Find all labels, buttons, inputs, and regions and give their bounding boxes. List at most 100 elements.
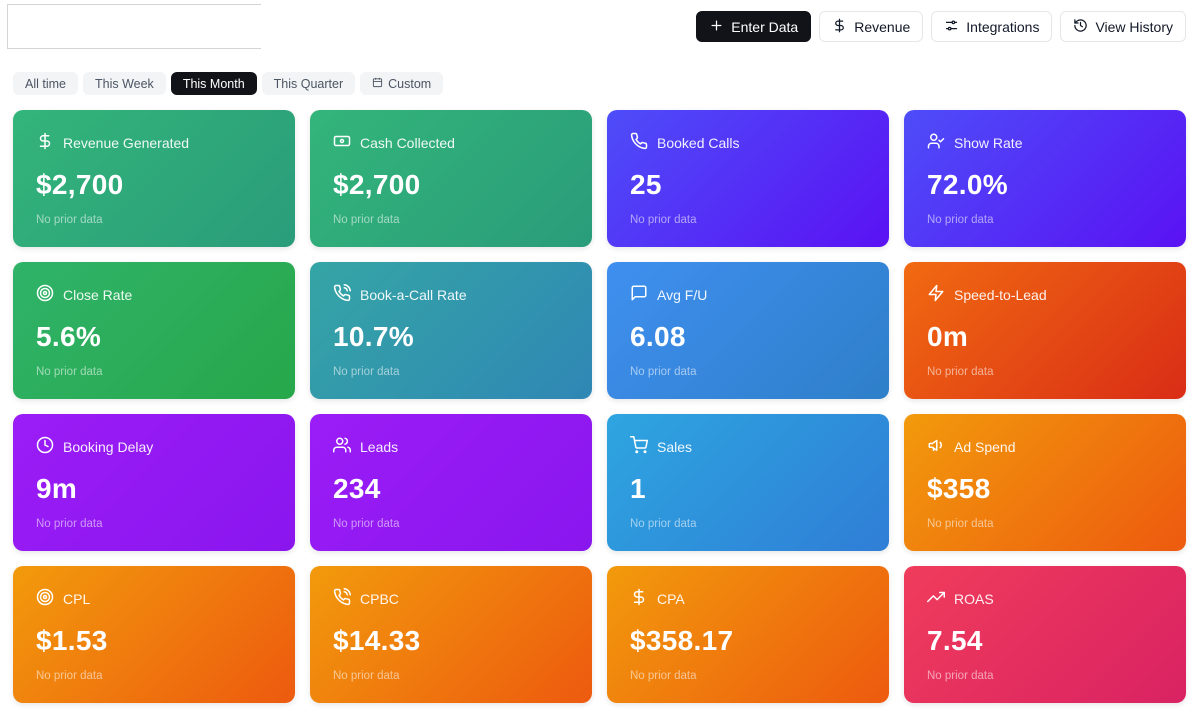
metric-value: 9m bbox=[36, 473, 78, 504]
metric-label: Book-a-Call Rate bbox=[360, 287, 467, 303]
sliders-icon bbox=[944, 18, 959, 36]
revenue-button[interactable]: Revenue bbox=[819, 11, 924, 42]
metrics-grid: Revenue Generated $2,700 No prior data C… bbox=[13, 110, 1186, 703]
metric-value: $14.33 bbox=[333, 625, 421, 656]
metric-label: Show Rate bbox=[954, 135, 1023, 151]
banknote-icon bbox=[333, 132, 351, 155]
metric-label: Ad Spend bbox=[954, 439, 1016, 455]
clock-icon bbox=[36, 436, 54, 459]
metric-comparison: No prior data bbox=[36, 670, 103, 682]
enter-data-button[interactable]: Enter Data bbox=[696, 11, 812, 42]
metric-label: CPBC bbox=[360, 591, 399, 607]
metric-label: Booking Delay bbox=[63, 439, 154, 455]
search-input[interactable] bbox=[7, 4, 261, 49]
dollar-icon bbox=[832, 18, 847, 36]
calendar-icon bbox=[372, 77, 383, 91]
phone-call-icon bbox=[333, 587, 351, 611]
date-range-filters: All time This Week This Month This Quart… bbox=[13, 72, 444, 95]
integrations-button[interactable]: Integrations bbox=[931, 11, 1053, 42]
users-icon bbox=[333, 436, 352, 459]
metric-comparison: No prior data bbox=[927, 518, 994, 530]
filter-all-time[interactable]: All time bbox=[13, 72, 78, 95]
filter-label: All time bbox=[25, 76, 66, 91]
metric-label: Avg F/U bbox=[657, 287, 708, 303]
metric-comparison: No prior data bbox=[630, 366, 697, 378]
metric-comparison: No prior data bbox=[333, 518, 400, 530]
metric-comparison: No prior data bbox=[630, 518, 697, 530]
metric-label: Revenue Generated bbox=[63, 135, 190, 151]
metric-comparison: No prior data bbox=[630, 214, 697, 226]
metric-comparison: No prior data bbox=[333, 214, 400, 226]
metric-card-book-a-call-rate[interactable]: Book-a-Call Rate 10.7% No prior data bbox=[310, 262, 592, 399]
metric-card-revenue-generated[interactable]: Revenue Generated $2,700 No prior data bbox=[13, 110, 295, 247]
metric-comparison: No prior data bbox=[36, 366, 103, 378]
metric-label: Booked Calls bbox=[657, 135, 740, 151]
phone-call-icon bbox=[333, 283, 351, 307]
metric-label: CPL bbox=[63, 591, 91, 607]
target-icon bbox=[36, 284, 54, 307]
metric-label: CPA bbox=[657, 591, 685, 607]
filter-this-quarter[interactable]: This Quarter bbox=[261, 72, 356, 95]
metric-comparison: No prior data bbox=[333, 670, 400, 682]
metric-label: Close Rate bbox=[63, 287, 133, 303]
integrations-label: Integrations bbox=[966, 18, 1040, 35]
metric-value: $358 bbox=[927, 473, 991, 504]
metric-comparison: No prior data bbox=[333, 366, 400, 378]
cart-icon bbox=[630, 435, 648, 459]
metric-label: ROAS bbox=[954, 591, 994, 607]
filter-this-week[interactable]: This Week bbox=[82, 72, 166, 95]
metric-card-speed-to-lead[interactable]: Speed-to-Lead 0m No prior data bbox=[904, 262, 1186, 399]
filter-label: Custom bbox=[388, 76, 432, 91]
metric-card-cpa[interactable]: CPA $358.17 No prior data bbox=[607, 566, 889, 703]
view-history-button[interactable]: View History bbox=[1060, 11, 1186, 42]
metric-comparison: No prior data bbox=[927, 214, 994, 226]
plus-icon bbox=[709, 18, 724, 36]
metric-comparison: No prior data bbox=[927, 670, 994, 682]
metric-comparison: No prior data bbox=[630, 670, 697, 682]
metric-label: Speed-to-Lead bbox=[954, 287, 1047, 303]
metric-card-roas[interactable]: ROAS 7.54 No prior data bbox=[904, 566, 1186, 703]
user-check-icon bbox=[927, 132, 945, 155]
metric-value: $2,700 bbox=[333, 169, 421, 200]
metric-card-cpbc[interactable]: CPBC $14.33 No prior data bbox=[310, 566, 592, 703]
filter-label: This Month bbox=[182, 76, 245, 91]
metric-card-leads[interactable]: Leads 234 No prior data bbox=[310, 414, 592, 551]
revenue-label: Revenue bbox=[854, 18, 911, 35]
metric-card-cpl[interactable]: CPL $1.53 No prior data bbox=[13, 566, 295, 703]
filter-this-month[interactable]: This Month bbox=[170, 72, 257, 95]
metric-card-sales[interactable]: Sales 1 No prior data bbox=[607, 414, 889, 551]
metric-comparison: No prior data bbox=[36, 214, 103, 226]
dollar-icon bbox=[36, 132, 54, 155]
megaphone-icon bbox=[927, 436, 945, 459]
metric-card-booked-calls[interactable]: Booked Calls 25 No prior data bbox=[607, 110, 889, 247]
metric-value: 5.6% bbox=[36, 321, 102, 352]
view-history-label: View History bbox=[1095, 18, 1173, 35]
metric-card-cash-collected[interactable]: Cash Collected $2,700 No prior data bbox=[310, 110, 592, 247]
filter-custom[interactable]: Custom bbox=[360, 72, 444, 95]
message-icon bbox=[630, 284, 648, 307]
metric-card-ad-spend[interactable]: Ad Spend $358 No prior data bbox=[904, 414, 1186, 551]
metric-label: Sales bbox=[657, 439, 693, 455]
metric-comparison: No prior data bbox=[36, 518, 103, 530]
metric-value: 72.0% bbox=[927, 169, 1008, 200]
trending-up-icon bbox=[927, 588, 945, 611]
metric-value: 7.54 bbox=[927, 625, 983, 656]
zap-icon bbox=[927, 284, 945, 307]
metric-value: $2,700 bbox=[36, 169, 124, 200]
metric-value: 234 bbox=[333, 473, 381, 504]
metric-card-avg-fu[interactable]: Avg F/U 6.08 No prior data bbox=[607, 262, 889, 399]
metric-label: Leads bbox=[360, 439, 399, 455]
filter-label: This Quarter bbox=[273, 76, 344, 91]
metric-card-close-rate[interactable]: Close Rate 5.6% No prior data bbox=[13, 262, 295, 399]
target-icon bbox=[36, 588, 54, 611]
metric-value: $1.53 bbox=[36, 625, 108, 656]
metric-card-booking-delay[interactable]: Booking Delay 9m No prior data bbox=[13, 414, 295, 551]
metric-value: 6.08 bbox=[630, 321, 686, 352]
metric-value: 10.7% bbox=[333, 321, 414, 352]
metric-value: 1 bbox=[630, 473, 646, 504]
metric-card-show-rate[interactable]: Show Rate 72.0% No prior data bbox=[904, 110, 1186, 247]
phone-icon bbox=[630, 132, 648, 155]
metric-label: Cash Collected bbox=[360, 135, 455, 151]
metric-value: 0m bbox=[927, 321, 969, 352]
